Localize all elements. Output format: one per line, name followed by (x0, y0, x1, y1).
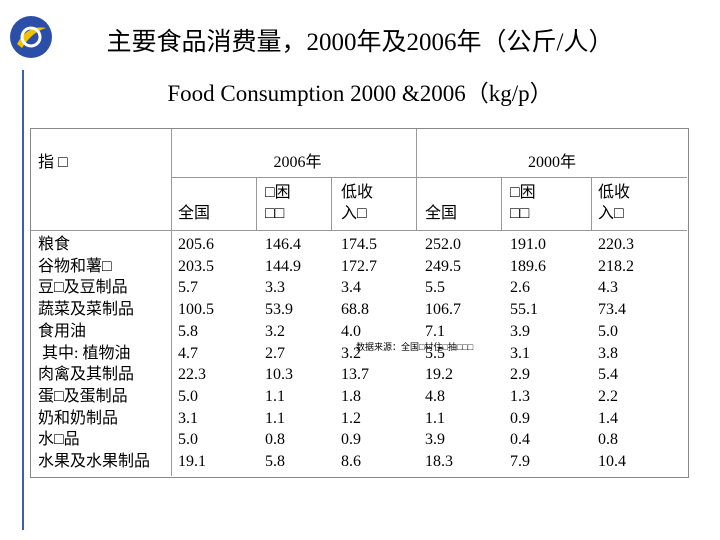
value-cell: 22.3 (178, 366, 206, 384)
value-cell: 252.0 (425, 236, 461, 253)
value-cell: 3.2 (341, 344, 361, 362)
value-cell: 5.8 (178, 322, 198, 340)
value-cell: 191.0 (510, 236, 546, 253)
value-cell: 1.4 (598, 409, 618, 427)
value-cell: 3.3 (265, 279, 285, 297)
value-cell: 1.3 (510, 387, 530, 405)
value-cell: 5.5 (425, 279, 445, 297)
value-cell: 3.9 (510, 322, 530, 340)
value-cell: 5.0 (178, 431, 198, 449)
value-cell: 4.3 (598, 279, 618, 297)
value-cell: 4.7 (178, 344, 198, 362)
value-cell: 8.6 (341, 453, 361, 470)
side-rule (22, 70, 24, 530)
value-cell: 100.5 (178, 301, 214, 319)
row-label: 蔬菜及菜制品 (38, 301, 135, 319)
value-cell: 205.6 (178, 236, 214, 253)
row-label: 水□品 (38, 431, 80, 449)
value-cell: 5.7 (178, 279, 198, 297)
value-cell: 4.8 (425, 387, 445, 405)
subheader-cell: 入□ (341, 205, 367, 222)
value-cell: 10.4 (598, 453, 626, 470)
row-label: 谷物和薯□ (38, 257, 112, 275)
table (30, 128, 689, 478)
value-cell: 5.5 (425, 344, 445, 362)
value-cell: 0.8 (265, 431, 285, 449)
value-cell: 1.8 (341, 387, 361, 405)
row-label: 肉禽及其制品 (38, 366, 135, 384)
row-label: 水果及水果制品 (38, 453, 151, 470)
value-cell: 1.1 (265, 387, 285, 405)
value-cell: 55.1 (510, 301, 538, 319)
value-cell: 3.9 (425, 431, 445, 449)
row-label: 蛋□及蛋制品 (38, 387, 128, 405)
value-cell: 19.1 (178, 453, 206, 470)
subheader-cell: □□ (510, 205, 530, 222)
value-cell: 3.4 (341, 279, 361, 297)
value-cell: 3.1 (510, 344, 530, 362)
value-cell: 53.9 (265, 301, 293, 319)
value-cell: 1.2 (341, 409, 361, 427)
value-cell: 19.2 (425, 366, 453, 384)
value-cell: 68.8 (341, 301, 369, 319)
value-cell: 249.5 (425, 257, 461, 275)
logo (10, 16, 52, 58)
value-cell: 144.9 (265, 257, 301, 275)
value-cell: 106.7 (425, 301, 461, 319)
subheader-cell: □困 (510, 184, 536, 201)
value-cell: 5.8 (265, 453, 285, 470)
value-cell: 220.3 (598, 236, 634, 253)
value-cell: 0.9 (341, 431, 361, 449)
value-cell: 5.4 (598, 366, 618, 384)
value-cell: 2.2 (598, 387, 618, 405)
row-label: 食用油 (38, 322, 87, 340)
value-cell: 218.2 (598, 257, 634, 275)
value-cell: 0.4 (510, 431, 530, 449)
subheader-cell: 低收 (598, 184, 631, 201)
value-cell: 5.0 (178, 387, 198, 405)
value-cell: 7.1 (425, 322, 445, 340)
value-cell: 1.1 (265, 409, 285, 427)
value-cell: 146.4 (265, 236, 301, 253)
value-cell: 174.5 (341, 236, 377, 253)
row-label: 奶和奶制品 (38, 409, 119, 427)
subheader-cell: 全国 (425, 205, 458, 222)
subheader-cell: 全国 (178, 205, 211, 222)
row-label: 粮食 (38, 236, 71, 253)
subheader-cell: 入□ (598, 205, 624, 222)
value-cell: 13.7 (341, 366, 369, 384)
value-cell: 0.9 (510, 409, 530, 427)
value-cell: 3.2 (265, 322, 285, 340)
subheader-cell: 低收 (341, 184, 374, 201)
header-cell: 2000年 (527, 154, 576, 171)
header-cell: 2006年 (273, 154, 322, 171)
subheader-cell: □□ (265, 205, 285, 222)
row-label: 豆□及豆制品 (38, 279, 128, 297)
value-cell: 203.5 (178, 257, 214, 275)
value-cell: 3.8 (598, 344, 618, 362)
value-cell: 1.1 (425, 409, 445, 427)
subtitle: Food Consumption 2000 &2006（kg/p） (167, 81, 553, 106)
source-note: 数据来源：全国□村住□抽□□□ (356, 342, 474, 352)
value-cell: 7.9 (510, 453, 530, 470)
value-cell: 2.9 (510, 366, 530, 384)
value-cell: 0.8 (598, 431, 618, 449)
row-label: 其中: 植物油 (38, 344, 131, 362)
value-cell: 10.3 (265, 366, 293, 384)
header-cell: 指 □ (38, 154, 68, 171)
value-cell: 172.7 (341, 257, 377, 275)
value-cell: 189.6 (510, 257, 546, 275)
value-cell: 4.0 (341, 322, 361, 340)
value-cell: 3.1 (178, 409, 198, 427)
value-cell: 5.0 (598, 322, 618, 340)
value-cell: 2.7 (265, 344, 285, 362)
value-cell: 2.6 (510, 279, 530, 297)
subheader-cell: □困 (265, 184, 291, 201)
value-cell: 73.4 (598, 301, 626, 319)
title: 主要食品消费量，2000年及2006年（公斤/人） (106, 29, 614, 56)
value-cell: 18.3 (425, 453, 453, 470)
